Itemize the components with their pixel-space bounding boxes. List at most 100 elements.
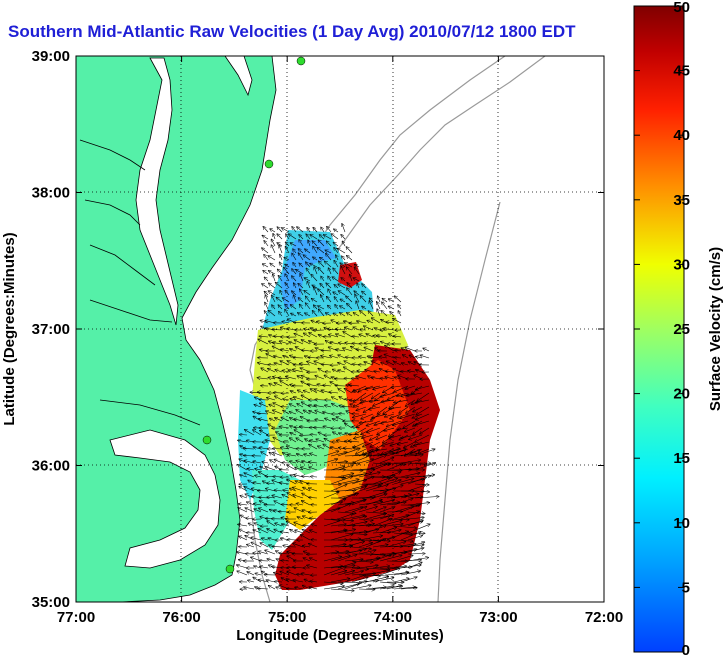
velocity-vector: [330, 356, 339, 359]
velocity-vector: [371, 361, 381, 366]
velocity-vector: [240, 435, 248, 436]
velocity-vector: [271, 295, 276, 303]
velocity-vector: [320, 284, 325, 289]
velocity-vector: [272, 495, 283, 499]
velocity-vector: [297, 376, 304, 380]
velocity-vector: [393, 549, 417, 555]
velocity-vector: [393, 525, 417, 528]
velocity-vector: [275, 370, 283, 372]
velocity-vector: [405, 399, 416, 406]
velocity-vector: [331, 234, 339, 240]
velocity-vector: [307, 228, 310, 233]
delaware-bay: [224, 56, 253, 97]
velocity-vector: [306, 268, 311, 275]
velocity-vector: [404, 441, 416, 448]
velocity-vector: [272, 305, 276, 310]
velocity-vector: [362, 306, 367, 309]
velocity-vector: [318, 309, 325, 317]
velocity-vector: [370, 441, 381, 447]
velocity-vector: [386, 542, 406, 548]
velocity-vector: [393, 555, 413, 562]
velocity-vector: [254, 509, 262, 513]
velocity-vector: [275, 282, 283, 289]
velocity-vector: [267, 398, 276, 401]
velocity-vector: [289, 234, 297, 240]
velocity-vector: [258, 551, 269, 555]
velocity-vector: [247, 545, 255, 548]
velocity-vector: [380, 392, 395, 397]
velocity-vector: [415, 399, 430, 403]
velocity-vector: [262, 462, 269, 463]
velocity-vector: [340, 313, 346, 317]
velocity-vector: [274, 383, 283, 387]
velocity-vector: [262, 235, 269, 240]
velocity-vector: [344, 448, 353, 449]
velocity-vector: [307, 565, 318, 569]
velocity-vector: [269, 283, 276, 289]
velocity-vector: [407, 455, 423, 456]
velocity-vector: [379, 502, 400, 506]
velocity-vector: [379, 507, 395, 513]
velocity-vector: [265, 550, 276, 555]
velocity-vector: [248, 580, 255, 582]
velocity-vector: [258, 363, 269, 366]
velocity-vector: [303, 525, 311, 526]
velocity-vector: [347, 256, 353, 261]
velocity-vector: [352, 336, 360, 337]
velocity-vector: [379, 582, 396, 583]
velocity-vector: [379, 527, 397, 534]
colorbar-tick-label: 40: [673, 127, 690, 144]
velocity-vector: [330, 555, 350, 562]
colorbar-tick-label: 15: [673, 450, 690, 467]
velocity-vector: [377, 336, 388, 338]
velocity-vector: [294, 283, 297, 289]
velocity-vector: [300, 289, 304, 296]
velocity-vector: [336, 334, 346, 338]
velocity-vector: [268, 310, 276, 317]
velocity-vector: [394, 357, 402, 358]
chesapeake-bay: [135, 57, 179, 326]
velocity-vector: [273, 342, 283, 344]
velocity-vector: [267, 529, 276, 534]
velocity-vector: [389, 434, 402, 439]
velocity-vector: [347, 283, 353, 289]
velocity-vector: [299, 263, 304, 268]
velocity-vector: [299, 304, 304, 310]
colorbar-tick-label: 30: [673, 256, 690, 273]
velocity-vector: [332, 277, 339, 282]
colorbar-tick-label: 0: [682, 642, 690, 659]
velocity-vector: [278, 305, 283, 310]
velocity-vector: [271, 239, 276, 247]
velocity-vector: [300, 535, 311, 541]
velocity-vector: [377, 302, 381, 310]
velocity-vector: [377, 406, 388, 414]
velocity-vector: [318, 368, 325, 373]
colorbar-tick-label: 5: [682, 579, 690, 596]
velocity-vector: [328, 289, 332, 296]
velocity-vector: [353, 313, 360, 317]
velocity-vector: [388, 299, 395, 303]
velocity-vector: [334, 297, 339, 303]
velocity-vector: [280, 254, 282, 261]
velocity-vector: [321, 276, 325, 282]
velocity-vector: [393, 544, 416, 548]
velocity-vector: [372, 478, 390, 485]
velocity-vector: [323, 385, 332, 386]
velocity-vector: [330, 524, 346, 527]
velocity-vector: [302, 546, 311, 547]
velocity-vector: [330, 551, 349, 555]
velocity-vector: [274, 356, 283, 358]
velocity-vector: [285, 264, 290, 267]
velocity-vector: [330, 499, 346, 506]
velocity-vector: [351, 473, 371, 478]
velocity-vector: [334, 248, 339, 254]
velocity-vector: [327, 227, 332, 233]
velocity-vector: [337, 494, 356, 499]
velocity-vector: [302, 476, 311, 477]
velocity-vector: [373, 385, 388, 389]
velocity-vector: [325, 250, 332, 254]
velocity-vector: [264, 277, 269, 282]
velocity-vector: [275, 418, 283, 422]
velocity-vector: [284, 267, 290, 275]
velocity-vector: [307, 361, 318, 366]
